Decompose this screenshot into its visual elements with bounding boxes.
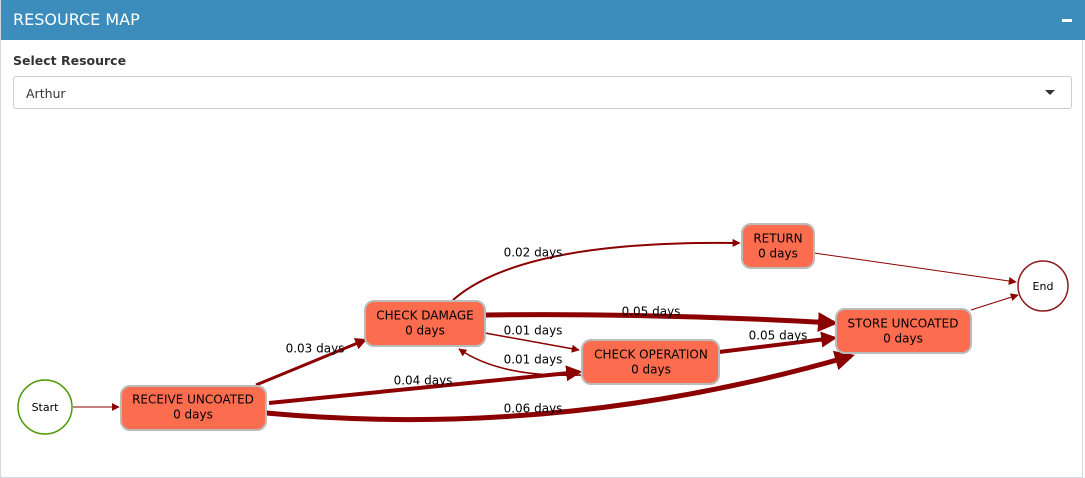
activity-node — [581, 339, 720, 385]
edges — [73, 238, 1019, 423]
end-node — [1017, 260, 1069, 312]
edge-label: 0.05 days — [622, 305, 681, 319]
edge — [452, 238, 741, 301]
activity-node — [120, 385, 267, 431]
node-label: Start — [32, 401, 60, 414]
activity-node — [741, 223, 815, 269]
node-sublabel: 0 days — [405, 324, 445, 338]
node-label: CHECK DAMAGE — [376, 309, 474, 323]
edge-label: 0.02 days — [504, 246, 563, 260]
node-sublabel: 0 days — [758, 247, 798, 261]
edge — [718, 331, 838, 354]
edge-label: 0.04 days — [394, 374, 453, 388]
edge-label: 0.05 days — [749, 329, 808, 343]
node-label: RETURN — [753, 232, 802, 246]
collapse-button[interactable] — [1062, 19, 1072, 22]
node-label: End — [1033, 280, 1054, 293]
select-value: Arthur — [26, 86, 66, 101]
node-label: RECEIVE UNCOATED — [132, 393, 254, 407]
nodes: Start RECEIVE UNCOATED 0 days CHECK DAMA… — [17, 223, 1069, 435]
select-label: Select Resource — [13, 53, 127, 68]
edge-label: 0.01 days — [504, 353, 563, 367]
panel-title: RESOURCE MAP — [13, 10, 140, 29]
edge-label: 0.06 days — [504, 402, 563, 416]
edge-label: 0.01 days — [504, 324, 563, 338]
node-label: STORE UNCOATED — [848, 317, 959, 331]
activity-node — [835, 308, 972, 354]
edge — [268, 365, 583, 405]
node-sublabel: 0 days — [631, 363, 671, 377]
resource-select[interactable]: Arthur — [13, 76, 1072, 109]
edge — [970, 293, 1019, 311]
edge — [255, 338, 368, 387]
activity-node — [364, 300, 486, 347]
edge-label: 0.03 days — [286, 342, 345, 356]
edge — [458, 348, 582, 377]
node-sublabel: 0 days — [883, 332, 923, 346]
panel-header: RESOURCE MAP — [1, 0, 1085, 40]
node-sublabel: 0 days — [173, 408, 213, 422]
dropdown-caret — [1045, 90, 1055, 95]
edge-labels: 0.03 days 0.04 days 0.06 days 0.02 days … — [286, 246, 808, 416]
edge — [484, 332, 580, 353]
start-node — [17, 379, 73, 435]
edge — [813, 252, 1017, 285]
edge — [484, 312, 838, 333]
node-label: CHECK OPERATION — [594, 348, 708, 362]
edge — [265, 350, 855, 423]
